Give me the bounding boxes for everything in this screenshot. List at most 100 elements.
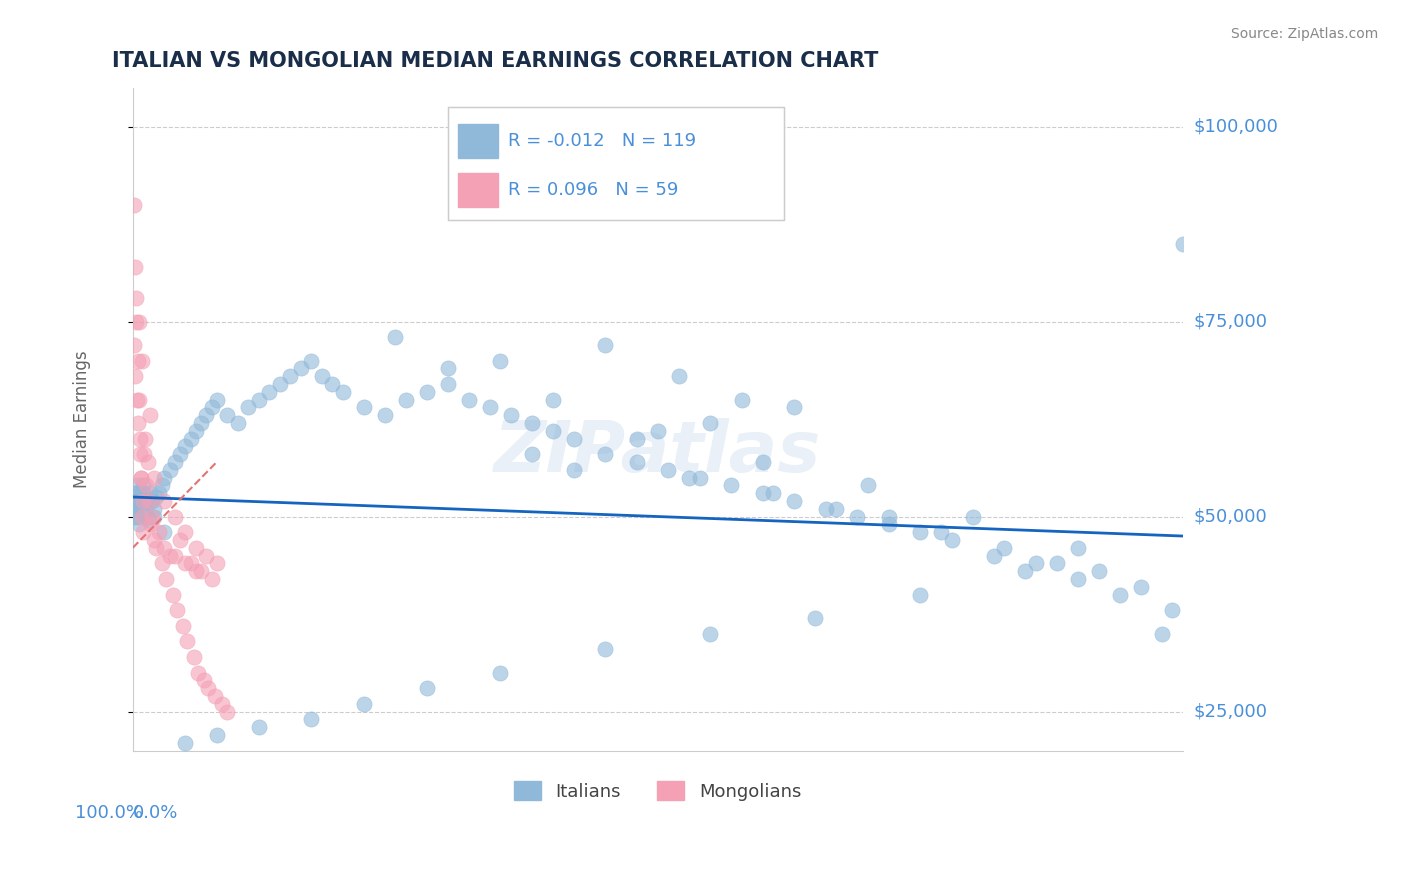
Point	[217, 705, 239, 719]
Point	[169, 447, 191, 461]
Point	[125, 486, 148, 500]
Point	[353, 401, 375, 415]
Point	[877, 517, 900, 532]
Point	[384, 330, 406, 344]
Point	[416, 384, 439, 399]
Point	[136, 455, 159, 469]
Point	[395, 392, 418, 407]
Point	[226, 416, 249, 430]
Point	[1129, 580, 1152, 594]
Point	[993, 541, 1015, 555]
Point	[193, 673, 215, 688]
Point	[1066, 572, 1088, 586]
Point	[520, 447, 543, 461]
Point	[1025, 557, 1047, 571]
Text: $100,000: $100,000	[1194, 118, 1278, 136]
Point	[478, 401, 501, 415]
Point	[122, 509, 145, 524]
Point	[125, 314, 148, 328]
Point	[668, 369, 690, 384]
Point	[541, 424, 564, 438]
Point	[153, 525, 176, 540]
Point	[128, 517, 150, 532]
Point	[269, 376, 291, 391]
Point	[124, 501, 146, 516]
Point	[124, 494, 146, 508]
Point	[155, 572, 177, 586]
Point	[124, 369, 146, 384]
Point	[1161, 603, 1184, 617]
Point	[135, 478, 157, 492]
Point	[1045, 557, 1067, 571]
Point	[142, 470, 165, 484]
Point	[762, 486, 785, 500]
Point	[131, 509, 153, 524]
Point	[204, 689, 226, 703]
Point	[804, 611, 827, 625]
Point	[150, 478, 173, 492]
Point	[1108, 588, 1130, 602]
Point	[148, 525, 170, 540]
Point	[962, 509, 984, 524]
Point	[436, 361, 458, 376]
Point	[783, 494, 806, 508]
Point	[169, 533, 191, 547]
Point	[153, 470, 176, 484]
Point	[332, 384, 354, 399]
Point	[562, 432, 585, 446]
Text: $75,000: $75,000	[1194, 312, 1268, 331]
Point	[138, 408, 160, 422]
Point	[299, 712, 322, 726]
Point	[180, 432, 202, 446]
Point	[132, 494, 155, 508]
Point	[489, 353, 512, 368]
Point	[593, 447, 616, 461]
Point	[593, 642, 616, 657]
Point	[730, 392, 752, 407]
Point	[142, 533, 165, 547]
Point	[138, 494, 160, 508]
Point	[374, 408, 396, 422]
Point	[689, 470, 711, 484]
Point	[145, 490, 167, 504]
Point	[172, 618, 194, 632]
Point	[134, 494, 156, 508]
Text: $50,000: $50,000	[1194, 508, 1267, 525]
Point	[136, 509, 159, 524]
Point	[1150, 626, 1173, 640]
Point	[205, 392, 228, 407]
Point	[174, 557, 197, 571]
Point	[205, 728, 228, 742]
Point	[499, 408, 522, 422]
Point	[908, 525, 931, 540]
Point	[290, 361, 312, 376]
Point	[299, 353, 322, 368]
Point	[183, 649, 205, 664]
Point	[184, 564, 207, 578]
Point	[138, 486, 160, 500]
Point	[877, 509, 900, 524]
Point	[127, 416, 149, 430]
Point	[176, 634, 198, 648]
Point	[1087, 564, 1109, 578]
Point	[856, 478, 879, 492]
Point	[148, 486, 170, 500]
Point	[187, 665, 209, 680]
Point	[163, 549, 186, 563]
Text: 100.0%: 100.0%	[76, 804, 143, 822]
Point	[751, 455, 773, 469]
Point	[162, 588, 184, 602]
Point	[929, 525, 952, 540]
Point	[217, 408, 239, 422]
Point	[247, 392, 270, 407]
Point	[142, 501, 165, 516]
Point	[134, 501, 156, 516]
Point	[127, 353, 149, 368]
Point	[908, 588, 931, 602]
Point	[1014, 564, 1036, 578]
Point	[132, 486, 155, 500]
Point	[1171, 236, 1194, 251]
Point	[751, 486, 773, 500]
Point	[159, 463, 181, 477]
Point	[145, 541, 167, 555]
